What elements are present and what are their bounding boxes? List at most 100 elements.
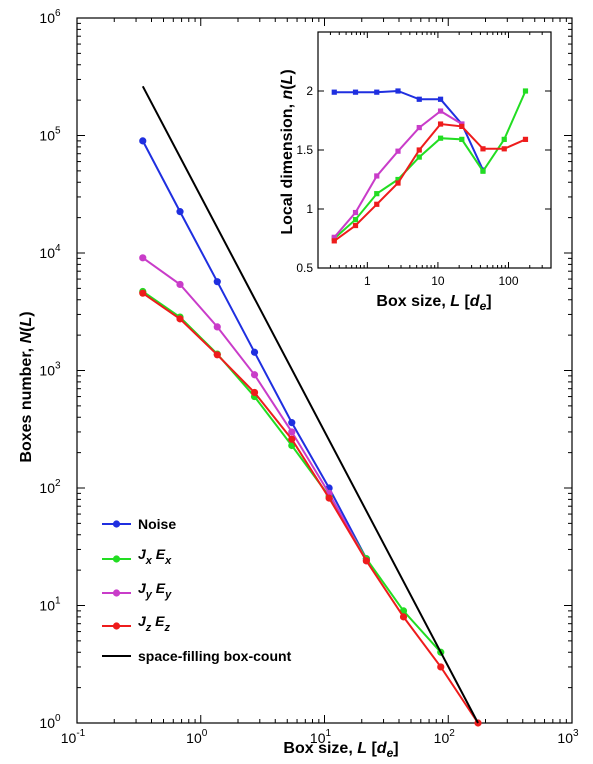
main-point-noise — [288, 419, 296, 427]
inset-point-jyey — [331, 234, 337, 240]
main-point-jzez — [288, 435, 296, 443]
main-point-jyey — [250, 371, 259, 379]
inset-point-jxex — [480, 168, 486, 174]
inset-point-jxex — [352, 217, 359, 223]
main-point-jzez — [250, 388, 259, 397]
inset-point-jyey — [437, 108, 444, 114]
legend: Noise Jx Ex Jy Ey Jz Ez space-filling bo… — [102, 516, 292, 664]
inset-point-jzez — [437, 121, 444, 127]
inset-point-jzez — [459, 123, 465, 129]
main-series-line-space — [141, 85, 479, 724]
legend-marker-jzez — [112, 622, 121, 630]
inset-y-tick-label: 1 — [306, 202, 313, 216]
main-point-jyey — [213, 323, 221, 331]
inset-y-tick-label: 1.5 — [296, 143, 313, 157]
inset-point-jxex — [522, 88, 529, 94]
legend-marker-jyey — [112, 589, 121, 597]
inset-series-line-jxex — [333, 90, 527, 240]
legend-item-jyey: Jy Ey — [102, 580, 172, 601]
inset-point-jzez — [416, 147, 422, 153]
inset-y-tick-label: 2 — [306, 84, 313, 98]
main-y-tick-label: 103 — [39, 361, 61, 379]
main-point-jzez — [325, 494, 333, 502]
legend-item-jzez: Jz Ez — [102, 613, 171, 634]
inset-point-noise — [416, 96, 422, 102]
inset-point-noise — [374, 89, 380, 95]
inset-x-axis-label: Box size, L [de] — [376, 293, 491, 313]
inset-y-tick-label: 0.5 — [296, 261, 313, 275]
main-point-jzez — [437, 663, 445, 671]
inset-point-jzez — [501, 146, 507, 152]
inset-point-jzez — [352, 222, 359, 229]
legend-label-space-filling: space-filling box-count — [138, 648, 292, 664]
inset-point-jzez — [395, 180, 401, 186]
main-y-axis-label: Boxes number, N(L) — [18, 311, 35, 462]
main-y-tick-label: 105 — [39, 126, 61, 144]
inset-point-jzez — [480, 146, 486, 152]
legend-label-jzez: Jz Ez — [138, 613, 171, 634]
inset-point-jyey — [395, 148, 401, 154]
inset-point-jxex — [437, 135, 444, 141]
main-point-jyey — [288, 428, 296, 436]
main-point-jzez — [139, 289, 147, 297]
inset-point-noise — [352, 89, 359, 95]
legend-marker-noise — [112, 520, 121, 528]
inset-y-axis-label: Local dimension, n(L) — [279, 69, 296, 234]
inset-point-jyey — [416, 124, 422, 131]
inset-point-jxex — [374, 191, 380, 197]
main-point-noise — [139, 137, 147, 145]
legend-label-jyey: Jy Ey — [138, 580, 172, 601]
main-series-group — [139, 85, 482, 727]
inset-plot-area — [318, 32, 551, 268]
main-y-tick-label: 100 — [39, 713, 61, 731]
inset-series-line-noise — [334, 89, 484, 171]
main-point-jzez — [176, 315, 184, 323]
main-point-jyey — [176, 280, 184, 289]
main-series-line-jzez — [142, 292, 479, 724]
inset-point-jxex — [501, 136, 507, 142]
inset-series-line-jzez — [333, 122, 526, 242]
main-point-jzez — [362, 557, 370, 565]
legend-label-noise: Noise — [138, 516, 176, 532]
main-point-jzez — [213, 351, 221, 359]
inset-point-jzez — [331, 238, 337, 244]
inset-point-jzez — [522, 136, 529, 142]
inset-point-jyey — [374, 173, 380, 179]
inset-point-noise — [395, 88, 401, 94]
inset-series-group — [331, 88, 529, 244]
main-point-noise — [176, 208, 184, 216]
main-point-noise — [213, 278, 221, 286]
main-point-jzez — [399, 613, 408, 621]
inset-chart: 1 10 100 0.5 1 1.5 2 Box size, L [de] Local di… — [279, 31, 552, 313]
inset-point-jxex — [459, 136, 465, 142]
main-x-tick-label: 10-1 — [61, 728, 86, 746]
main-point-jyey — [139, 254, 147, 262]
main-x-tick-label: 100 — [186, 728, 208, 746]
main-x-tick-label: 103 — [557, 728, 579, 746]
inset-x-tick-label: 100 — [498, 274, 518, 288]
main-point-noise — [250, 348, 259, 356]
inset-point-jxex — [416, 154, 422, 160]
inset-point-jxex — [395, 176, 401, 183]
main-y-tick-label: 104 — [39, 243, 61, 261]
main-y-tick-label: 101 — [39, 596, 61, 614]
main-x-axis-label: Box size, L [de] — [283, 740, 398, 760]
inset-point-noise — [437, 96, 444, 102]
inset-point-jzez — [374, 201, 380, 207]
inset-point-noise — [331, 89, 337, 95]
main-y-tick-label: 102 — [39, 478, 61, 496]
legend-item-space-filling: space-filling box-count — [102, 648, 292, 664]
main-x-tick-label: 101 — [310, 728, 332, 746]
inset-axis-ticks: 1 10 100 0.5 1 1.5 2 — [296, 32, 551, 288]
legend-item-jxex: Jx Ex — [102, 546, 172, 567]
main-point-jzez — [474, 719, 482, 727]
inset-point-jyey — [352, 209, 359, 216]
legend-item-noise: Noise — [102, 516, 176, 532]
inset-x-tick-label: 10 — [431, 274, 445, 288]
inset-x-tick-label: 1 — [364, 274, 371, 288]
legend-marker-jxex — [112, 555, 121, 563]
main-x-tick-label: 102 — [434, 728, 456, 746]
